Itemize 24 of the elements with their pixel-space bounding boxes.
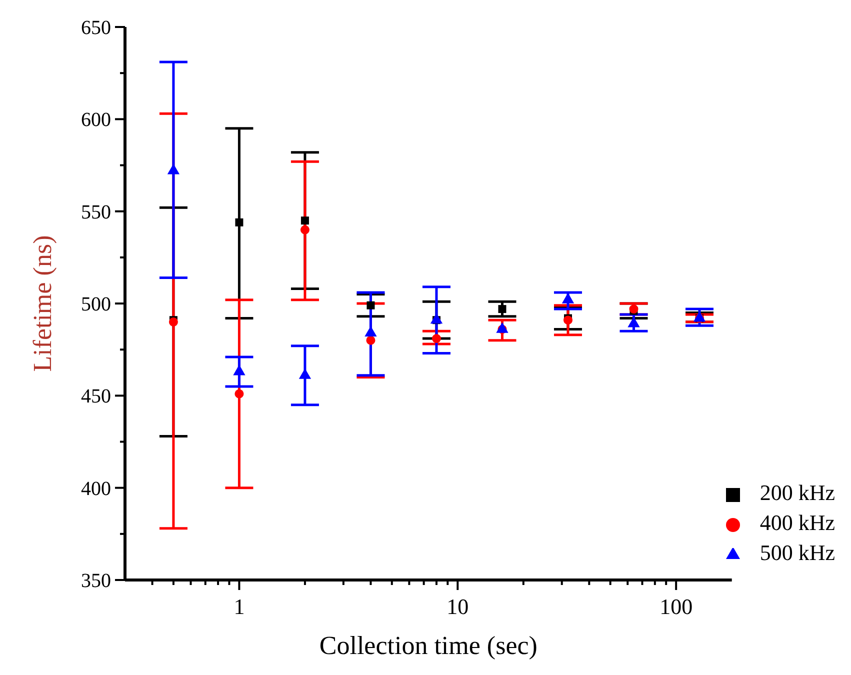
point bbox=[235, 218, 244, 226]
y-axis-title: Lifetime (ns) bbox=[28, 235, 58, 372]
y-tick-label: 650 bbox=[81, 17, 111, 39]
point bbox=[300, 216, 309, 225]
y-tick-label: 350 bbox=[81, 570, 111, 592]
x-tick-label: 100 bbox=[660, 594, 693, 619]
y-tick-label: 600 bbox=[81, 109, 111, 132]
y-tick-label: 450 bbox=[81, 386, 111, 408]
point bbox=[563, 316, 573, 325]
legend-label: 200 kHz bbox=[760, 480, 835, 505]
point bbox=[234, 389, 244, 398]
point bbox=[366, 301, 375, 310]
point bbox=[498, 305, 506, 314]
x-tick-label: 10 bbox=[446, 594, 469, 619]
point bbox=[300, 225, 310, 234]
point bbox=[432, 334, 441, 344]
legend-label: 500 kHz bbox=[760, 540, 835, 565]
y-tick-label: 400 bbox=[81, 478, 111, 500]
legend-label: 400 kHz bbox=[760, 510, 835, 535]
x-axis-title: Collection time (sec) bbox=[319, 631, 538, 660]
point bbox=[366, 336, 376, 345]
y-tick-label: 500 bbox=[81, 294, 111, 316]
y-tick-label: 550 bbox=[81, 201, 111, 224]
x-tick-label: 1 bbox=[234, 594, 245, 619]
